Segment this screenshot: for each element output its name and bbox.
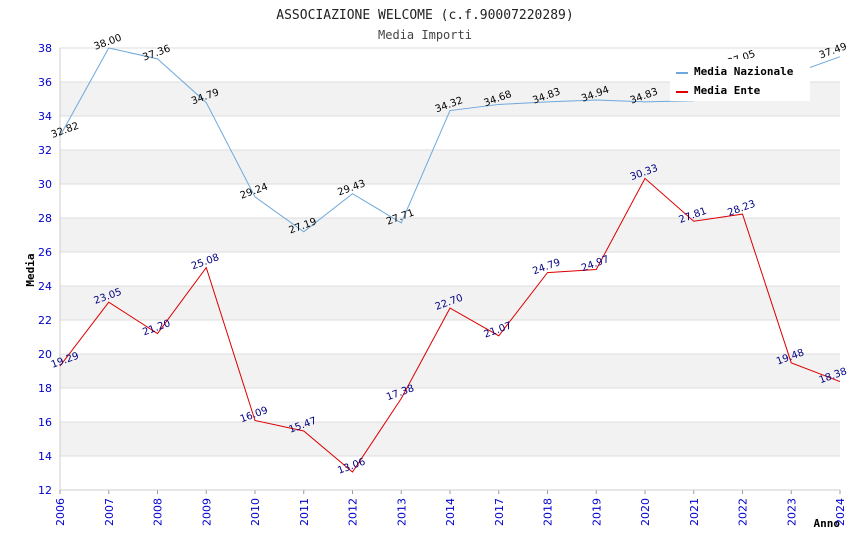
series-line-ente bbox=[59, 177, 841, 473]
y-tick-label: 38 bbox=[38, 42, 52, 55]
x-tick-label: 2019 bbox=[590, 498, 603, 526]
x-tick-label: 2008 bbox=[152, 498, 165, 526]
grid-band bbox=[60, 456, 840, 490]
grid-band bbox=[60, 354, 840, 388]
y-tick-label: 12 bbox=[38, 484, 52, 497]
y-tick-label: 26 bbox=[38, 246, 52, 259]
legend-box bbox=[670, 59, 810, 101]
y-tick-labels: 12 14 16 18 20 22 24 26 28 30 32 34 36 38 bbox=[38, 42, 52, 497]
grid-band bbox=[60, 150, 840, 184]
grid-band bbox=[60, 218, 840, 252]
grid-band bbox=[60, 252, 840, 286]
y-tick-label: 34 bbox=[38, 110, 52, 123]
legend: Media Nazionale Media Ente bbox=[670, 59, 810, 101]
x-tick-label: 2010 bbox=[249, 498, 262, 526]
x-tick-label: 2024 bbox=[834, 498, 847, 526]
x-tick-label: 2021 bbox=[688, 498, 701, 526]
y-tick-label: 20 bbox=[38, 348, 52, 361]
x-tick-label: 2007 bbox=[103, 498, 116, 526]
y-tick-label: 14 bbox=[38, 450, 52, 463]
y-axis-label: Media bbox=[24, 253, 37, 286]
grid-band bbox=[60, 184, 840, 218]
y-tick-label: 28 bbox=[38, 212, 52, 225]
y-tick-label: 18 bbox=[38, 382, 52, 395]
grid-band bbox=[60, 116, 840, 150]
grid-band bbox=[60, 388, 840, 422]
x-tick-labels: 2006 2007 2008 2009 2010 2011 2012 2013 2014 2017… bbox=[54, 498, 847, 526]
x-tick-label: 2018 bbox=[542, 498, 555, 526]
x-tick-label: 2013 bbox=[395, 498, 408, 526]
x-tick-label: 2009 bbox=[200, 498, 213, 526]
legend-label-nazionale: Media Nazionale bbox=[694, 65, 794, 78]
x-tick-label: 2020 bbox=[639, 498, 652, 526]
x-tick-label: 2006 bbox=[54, 498, 67, 526]
grid-bands bbox=[60, 48, 840, 490]
y-tick-label: 32 bbox=[38, 144, 52, 157]
x-tick-label: 2014 bbox=[444, 498, 457, 526]
grid-band bbox=[60, 320, 840, 354]
y-tick-label: 36 bbox=[38, 76, 52, 89]
x-axis-label: Anno bbox=[814, 517, 841, 530]
grid-band bbox=[60, 286, 840, 320]
chart-title: ASSOCIAZIONE WELCOME (c.f.90007220289) bbox=[276, 8, 573, 23]
grid-band bbox=[60, 422, 840, 456]
y-tick-label: 24 bbox=[38, 280, 52, 293]
y-tick-label: 30 bbox=[38, 178, 52, 191]
legend-label-ente: Media Ente bbox=[694, 84, 761, 97]
x-tick-label: 2017 bbox=[493, 498, 506, 526]
chart-subtitle: Media Importi bbox=[378, 28, 472, 42]
x-tick-label: 2012 bbox=[347, 498, 360, 526]
y-tick-label: 22 bbox=[38, 314, 52, 327]
x-tick-label: 2022 bbox=[737, 498, 750, 526]
y-tick-label: 16 bbox=[38, 416, 52, 429]
x-tick-label: 2011 bbox=[298, 498, 311, 526]
x-tick-label: 2023 bbox=[785, 498, 798, 526]
